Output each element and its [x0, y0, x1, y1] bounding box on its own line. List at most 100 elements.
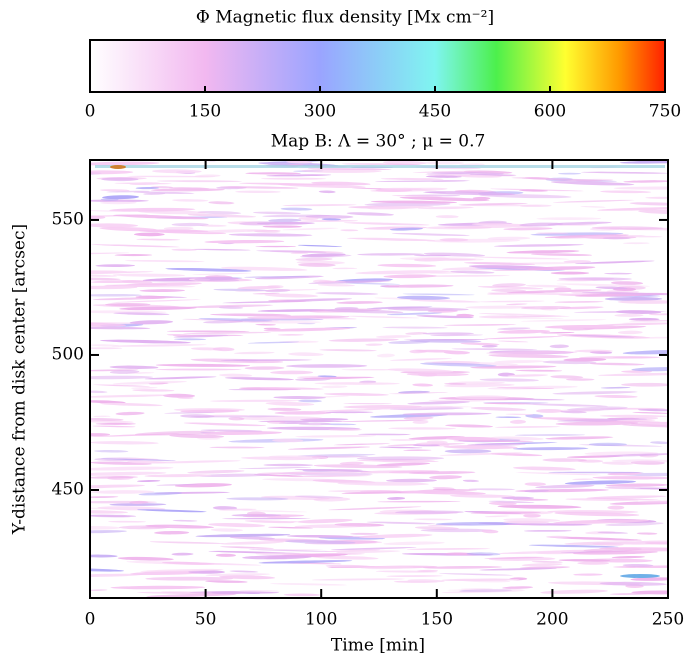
texture-streak [172, 199, 209, 202]
texture-streak [279, 298, 353, 302]
texture-streak [415, 274, 510, 277]
texture-streak [444, 449, 492, 454]
texture-streak [630, 421, 668, 426]
texture-streak [545, 436, 614, 440]
texture-streak [203, 320, 244, 324]
texture-streak [173, 408, 246, 412]
texture-streak [622, 424, 668, 428]
texture-streak [294, 469, 372, 473]
texture-streak [375, 180, 469, 183]
texture-streak [462, 479, 479, 482]
texture-streak [248, 549, 339, 552]
texture-streak [554, 511, 640, 517]
texture-streak [235, 190, 281, 194]
texture-streak [399, 257, 484, 261]
texture-streak [525, 414, 544, 418]
texture-streak [263, 327, 351, 332]
texture-streak [341, 369, 402, 371]
texture-streak [282, 227, 339, 231]
texture-streak [622, 563, 654, 567]
texture-streak [90, 293, 142, 297]
texture-streak [239, 182, 335, 186]
texture-streak [197, 437, 221, 440]
texture-streak [405, 332, 428, 335]
texture-streak [129, 182, 161, 186]
texture-streak [90, 321, 152, 325]
texture-streak [416, 315, 474, 319]
texture-streak [519, 222, 564, 227]
texture-streak [134, 430, 216, 436]
texture-streak [295, 434, 377, 438]
texture-streak [616, 419, 656, 422]
texture-streak [84, 600, 146, 605]
texture-streak [346, 212, 395, 216]
texture-streak [611, 459, 668, 463]
texture-streak [599, 581, 667, 586]
texture-streak [290, 471, 379, 474]
texture-streak [466, 552, 501, 556]
texture-streak [255, 323, 276, 326]
texture-streak [439, 238, 469, 242]
texture-streak [387, 368, 454, 373]
texture-streak [599, 414, 668, 418]
texture-streak [266, 420, 286, 424]
texture-streak [233, 359, 259, 362]
texture-streak [556, 283, 650, 287]
texture-streak [90, 526, 121, 530]
texture-streak [90, 515, 131, 518]
texture-streak [632, 412, 668, 414]
texture-streak [439, 573, 514, 576]
texture-streak [258, 560, 353, 564]
texture-streak [357, 433, 411, 436]
texture-streak [101, 177, 139, 182]
texture-streak [425, 175, 462, 178]
texture-streak [92, 297, 174, 301]
texture-streak [553, 519, 650, 524]
texture-streak [234, 351, 275, 355]
texture-streak [458, 202, 528, 206]
texture-streak [506, 289, 602, 294]
colorbar-title: Φ Magnetic flux density [Mx cm⁻²] [196, 8, 494, 28]
texture-streak [92, 425, 136, 428]
texture-streak [535, 232, 569, 235]
texture-streak [215, 553, 236, 557]
texture-streak [312, 555, 379, 560]
texture-streak [166, 330, 250, 333]
y-tick-label: 450 [52, 479, 84, 499]
texture-streak [592, 542, 624, 546]
texture-streak [343, 403, 393, 405]
texture-streak [558, 172, 582, 175]
texture-streak [318, 190, 336, 194]
texture-streak [497, 550, 594, 555]
texture-streak [229, 536, 276, 540]
texture-streak [90, 326, 151, 330]
texture-streak [638, 209, 668, 215]
texture-streak [210, 528, 243, 532]
texture-streak [213, 288, 267, 292]
texture-streak [268, 455, 328, 459]
texture-streak [124, 259, 205, 263]
texture-streak [189, 248, 251, 251]
texture-streak [205, 573, 270, 577]
texture-streak [140, 568, 224, 572]
texture-streak [377, 263, 437, 268]
texture-streak [610, 281, 644, 285]
texture-streak [270, 583, 347, 586]
texture-streak [355, 270, 451, 275]
texture-streak [617, 330, 643, 335]
texture-streak [614, 313, 644, 317]
texture-streak [244, 366, 285, 370]
texture-streak [465, 305, 536, 309]
texture-streak [490, 453, 543, 457]
colorbar [89, 39, 666, 93]
texture-streak [205, 580, 248, 583]
texture-streak [613, 186, 668, 190]
texture-streak [443, 445, 518, 450]
texture-streak [416, 405, 474, 408]
texture-streak [506, 303, 528, 306]
texture-streak [268, 218, 302, 223]
texture-streak [594, 395, 638, 398]
texture-streak [272, 438, 304, 443]
texture-streak [388, 427, 457, 430]
texture-streak [371, 306, 429, 310]
